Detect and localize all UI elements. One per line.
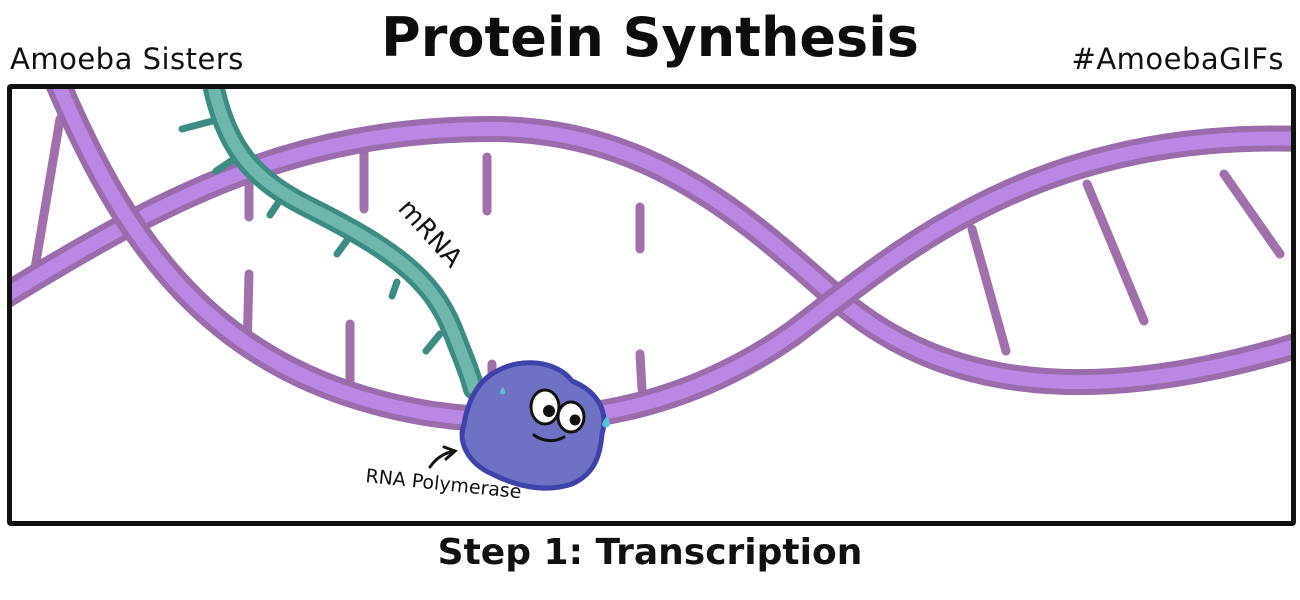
step-caption: Step 1: Transcription [0, 532, 1300, 573]
diagram-panel: mRNA RNA Polymerase [7, 84, 1296, 526]
base-pair [640, 354, 642, 389]
transcription-diagram: mRNA RNA Polymerase [12, 89, 1291, 521]
polymerase-arrow-icon [430, 447, 455, 467]
rna-polymerase [462, 363, 610, 488]
base-pair [1087, 184, 1144, 321]
polymerase-pupil-left [543, 405, 555, 417]
base-pair [972, 229, 1006, 351]
base-pair [1224, 174, 1280, 254]
brand-hashtag: #AmoebaGIFs [1072, 42, 1284, 76]
polymerase-pupil-right [570, 415, 581, 426]
